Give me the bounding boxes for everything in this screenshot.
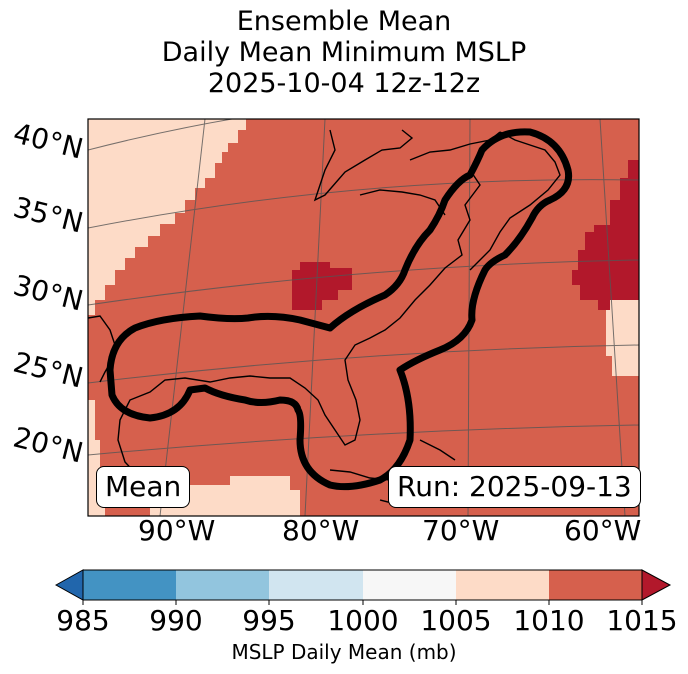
colorbar-tick-990: 990 [149,604,203,637]
colorbar-band-1010-1015 [549,570,642,600]
title-line-2: Daily Mean Minimum MSLP [161,37,527,68]
lon-label-90w: 90°W [138,514,216,547]
colorbar-band-985-990 [83,570,176,600]
lon-label-60w: 60°W [564,514,642,547]
colorbar-band-990-995 [176,570,269,600]
colorbar-tick-995: 995 [242,604,296,637]
colorbar-band-995-1000 [269,570,363,600]
colorbar-tick-1005: 1005 [420,604,492,637]
colorbar-over-arrow [641,569,672,601]
mean-badge: Mean [96,466,191,508]
title-line-3: 2025-10-04 12z-12z [207,68,481,99]
map-frame [87,118,640,517]
colorbar-under-arrow [54,569,84,601]
run-date-badge: Run: 2025-09-13 [388,466,641,508]
colorbar-tick-985: 985 [56,604,110,637]
colorbar-tick-1000: 1000 [327,604,399,637]
lon-label-80w: 80°W [282,514,360,547]
mslp-field-1005-1010-northwest [88,119,246,315]
lon-label-70w: 70°W [422,514,500,547]
mean-contour-outline [106,128,573,491]
colorbar-label: MSLP Daily Mean (mb) [231,640,457,664]
colorbar-tick-1010: 1010 [513,604,585,637]
title-line-1: Ensemble Mean [236,6,452,37]
colorbar-tick-1015: 1015 [606,604,678,637]
colorbar-band-1005-1010 [456,570,549,600]
mslp-field-over-1015-central [292,262,352,310]
chart-title: Ensemble Mean Daily Mean Minimum MSLP 20… [0,6,688,99]
colorbar-band-1000-1005 [363,570,456,600]
mslp-field-over-1015-east [572,160,639,310]
